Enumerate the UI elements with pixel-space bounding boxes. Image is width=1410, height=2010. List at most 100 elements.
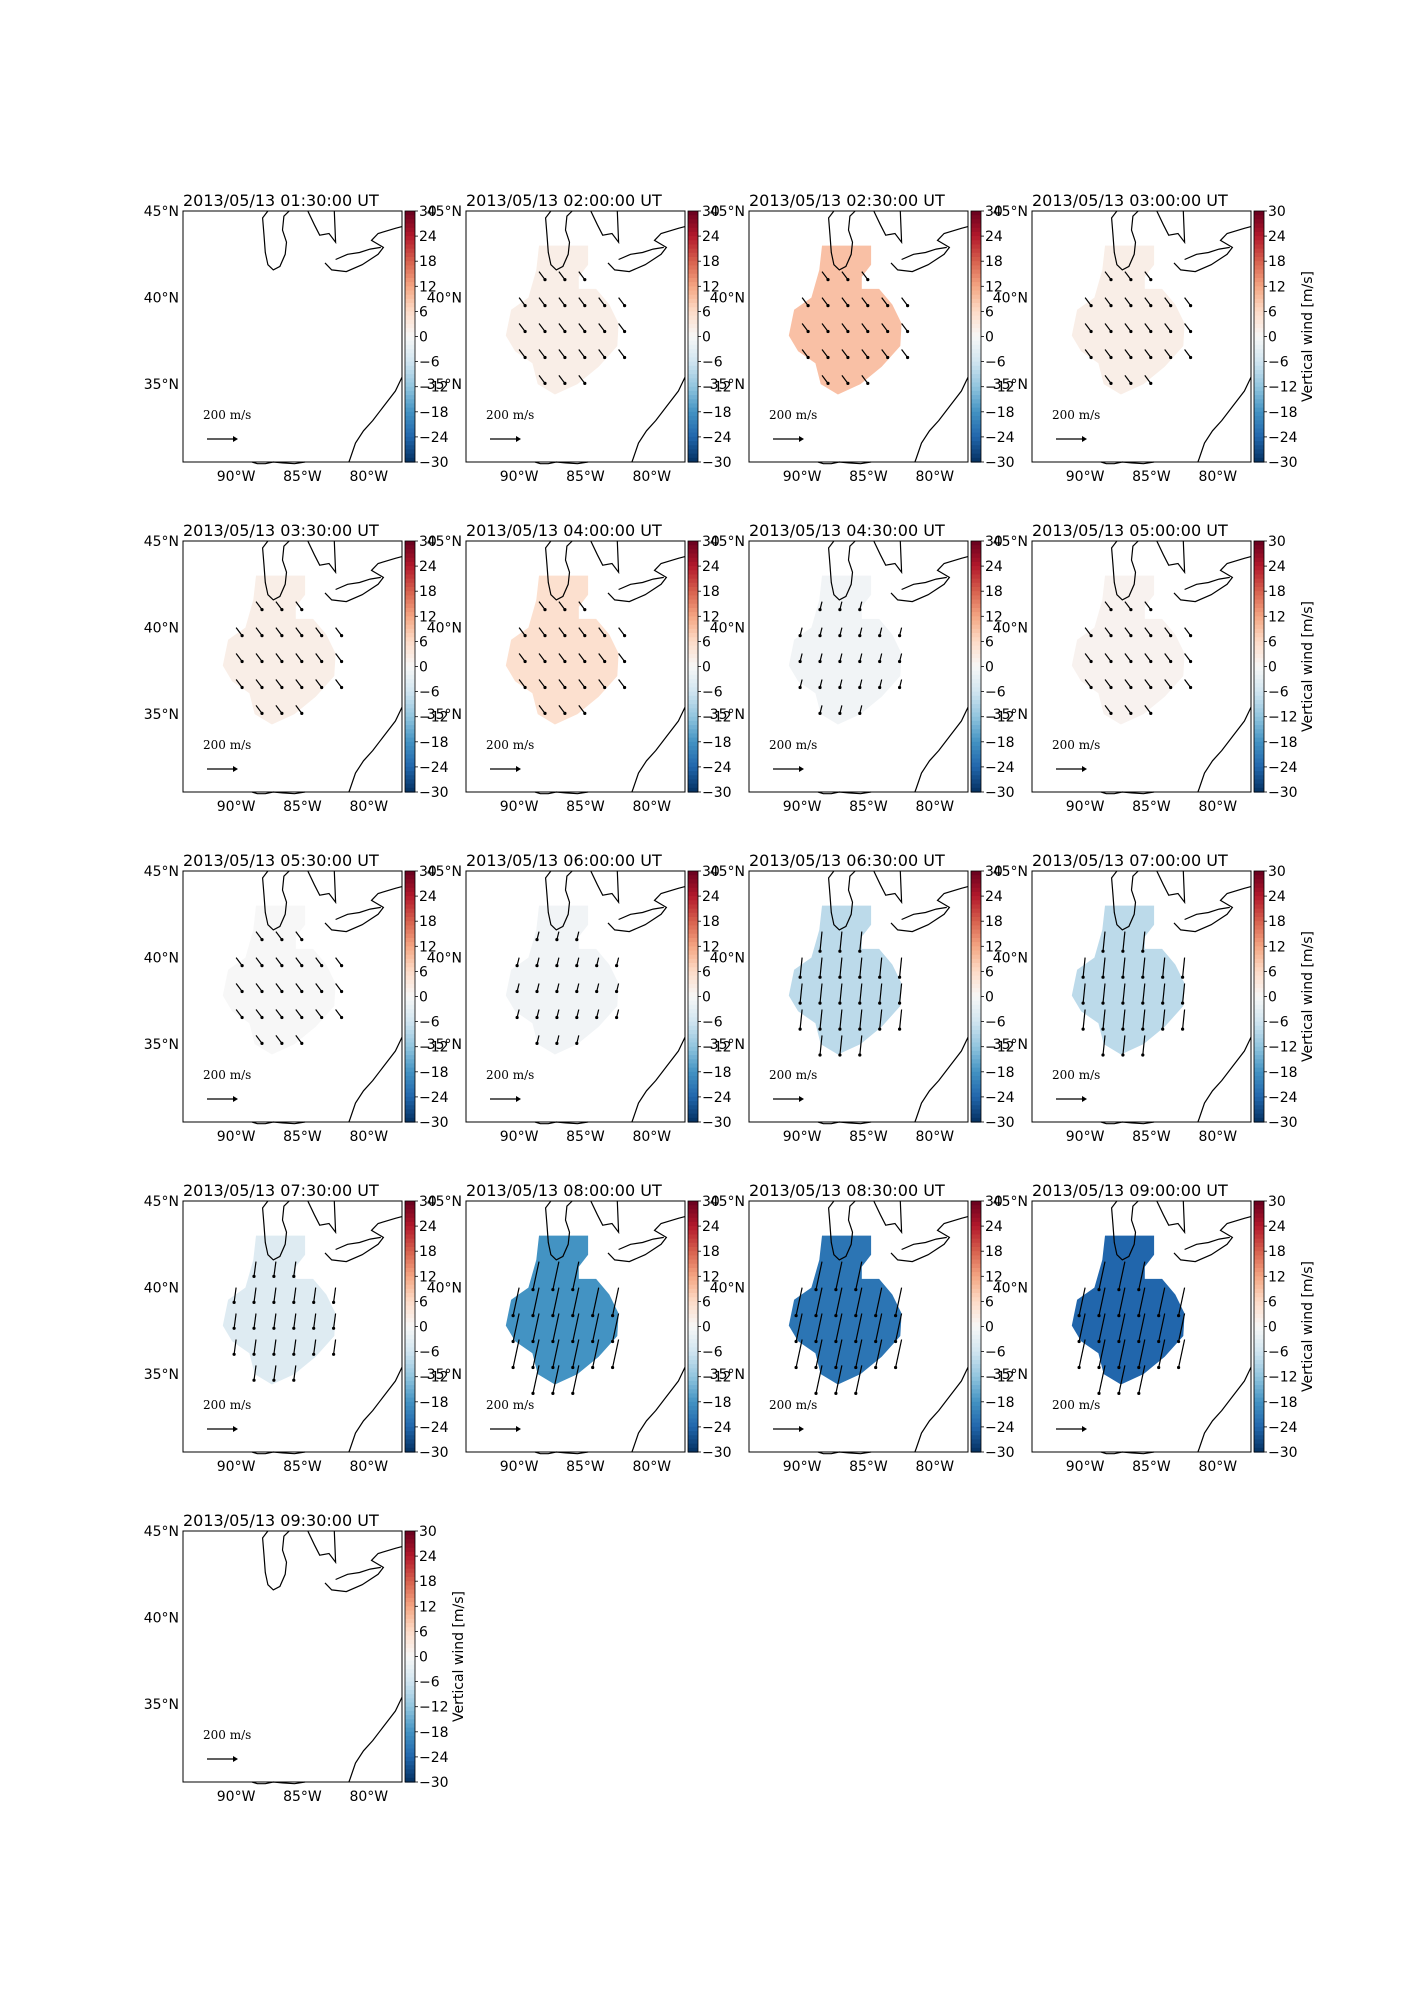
colorbar-segment <box>688 958 698 964</box>
lat-tick-label: 35°N <box>993 1037 1028 1053</box>
wind-vector-head <box>818 711 822 715</box>
wind-vector <box>1144 271 1152 280</box>
colorbar-segment <box>405 879 415 885</box>
colorbar-segment <box>971 424 981 430</box>
colorbar-tick-label: −24 <box>1268 430 1298 446</box>
wind-vector <box>1122 1009 1126 1030</box>
wind-vector-head <box>292 1378 296 1382</box>
colorbar-segment <box>971 227 981 233</box>
wind-vector <box>235 983 243 992</box>
wind-vector <box>518 349 526 358</box>
lon-tick-label: 80°W <box>632 1129 671 1145</box>
wind-vector <box>1138 1287 1146 1316</box>
wind-vector <box>821 323 829 332</box>
colorbar-segment <box>405 273 415 279</box>
colorbar-segment <box>1254 328 1264 333</box>
colorbar-segment <box>1254 704 1264 709</box>
colorbar-segment <box>1254 1109 1264 1115</box>
colorbar-segment <box>688 1389 698 1395</box>
lat-tick-label: 40°N <box>710 951 745 967</box>
colorbar-tick-label: −12 <box>419 1370 449 1386</box>
colorbar-segment <box>688 1221 698 1227</box>
colorbar-tick-label: −6 <box>419 1015 440 1031</box>
wind-vector-head <box>1149 634 1153 638</box>
wind-vector <box>1124 601 1132 610</box>
wind-vector <box>315 653 323 662</box>
colorbar-segment <box>405 1301 415 1307</box>
wind-vector <box>273 1365 277 1381</box>
wind-vector <box>1144 705 1152 714</box>
colorbar-segment <box>971 1280 981 1286</box>
colorbar-segment <box>688 561 698 567</box>
colorbar-tick-label: 24 <box>419 889 437 905</box>
wind-vector <box>875 1313 883 1342</box>
colorbar-tick-label: 12 <box>419 939 437 955</box>
wind-vector <box>901 297 909 306</box>
wind-vector <box>275 705 283 714</box>
colorbar-segment <box>688 1322 698 1328</box>
wind-vector <box>855 1287 863 1316</box>
colorbar-segment <box>971 353 981 359</box>
colorbar-segment <box>688 887 698 893</box>
wind-vector <box>1104 297 1112 306</box>
quiver-key-label: 200 m/s <box>203 1398 251 1412</box>
colorbar-segment <box>1254 687 1264 693</box>
wind-vector <box>1164 349 1172 358</box>
lat-tick-label: 35°N <box>710 1367 745 1383</box>
vertical-wind-field <box>1071 1235 1185 1385</box>
colorbar-segment <box>971 695 981 701</box>
colorbar-segment <box>971 1410 981 1415</box>
wind-vector-head <box>1121 949 1125 953</box>
wind-vector <box>578 653 586 662</box>
colorbar-segment <box>405 1288 415 1294</box>
wind-vector <box>881 323 889 332</box>
colorbar-segment <box>688 1330 698 1336</box>
wind-vector <box>861 271 869 280</box>
lon-tick-label: 85°W <box>1132 1129 1171 1145</box>
colorbar-segment <box>688 950 698 956</box>
colorbar-segment <box>1254 1080 1264 1085</box>
colorbar-segment <box>971 382 981 388</box>
colorbar-segment <box>1254 315 1264 321</box>
wind-vector-head <box>1169 634 1173 638</box>
colorbar-segment <box>405 1715 415 1720</box>
colorbar-segment <box>971 1343 981 1349</box>
colorbar-segment <box>1254 290 1264 296</box>
wind-vector <box>1164 297 1172 306</box>
wind-vector <box>1184 653 1192 662</box>
wind-vector-head <box>575 964 579 968</box>
colorbar-segment <box>971 420 981 425</box>
colorbar-segment <box>971 257 981 262</box>
coastline <box>1110 870 1139 931</box>
colorbar-segment <box>405 1230 415 1236</box>
wind-vector-head <box>555 1041 559 1045</box>
lat-tick-label: 35°N <box>993 707 1028 723</box>
colorbar-segment <box>1254 1355 1264 1361</box>
colorbar-segment <box>405 1251 415 1256</box>
colorbar-segment <box>405 1389 415 1395</box>
wind-vector-head <box>1161 1027 1165 1031</box>
wind-vector-head <box>623 634 627 638</box>
colorbar-tick-label: 6 <box>985 304 994 320</box>
colorbar-segment <box>1254 553 1264 559</box>
colorbar-segment <box>688 1209 698 1215</box>
wind-vector-head <box>798 659 802 664</box>
colorbar-segment <box>1254 344 1264 350</box>
colorbar-segment <box>1254 365 1264 371</box>
coastline <box>324 886 403 933</box>
colorbar-segment <box>971 1004 981 1010</box>
lat-tick-label: 40°N <box>427 1281 462 1297</box>
colorbar-segment <box>688 988 698 993</box>
colorbar-tick-label: 6 <box>702 1294 711 1310</box>
lat-tick-label: 35°N <box>427 1367 462 1383</box>
colorbar-segment <box>688 1435 698 1441</box>
colorbar-segment <box>688 269 698 275</box>
wind-vector-head <box>894 1314 898 1318</box>
colorbar-segment <box>1254 557 1264 563</box>
colorbar-segment <box>1254 620 1264 626</box>
colorbar-segment <box>405 1439 415 1445</box>
lon-tick-label: 90°W <box>1066 799 1105 815</box>
colorbar-segment <box>1254 265 1264 271</box>
coastline <box>1184 1236 1230 1251</box>
